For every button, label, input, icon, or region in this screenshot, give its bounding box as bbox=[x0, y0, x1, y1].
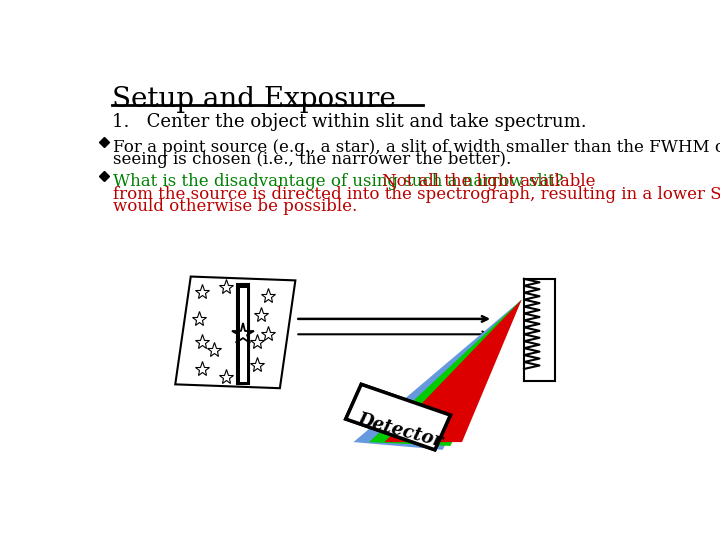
Polygon shape bbox=[238, 284, 249, 384]
Polygon shape bbox=[369, 300, 522, 446]
Text: For a point source (e.g., a star), a slit of width smaller than the FWHM of the: For a point source (e.g., a star), a sli… bbox=[113, 139, 720, 156]
Text: from the source is directed into the spectrograph, resulting in a lower S/N than: from the source is directed into the spe… bbox=[113, 186, 720, 202]
Polygon shape bbox=[384, 300, 522, 442]
Text: Detector: Detector bbox=[355, 410, 445, 450]
Text: 1.   Center the object within slit and take spectrum.: 1. Center the object within slit and tak… bbox=[112, 112, 586, 131]
Text: seeing is chosen (i.e., the narrower the better).: seeing is chosen (i.e., the narrower the… bbox=[113, 151, 511, 168]
Text: What is the disadvantage of using such a narrow slit?: What is the disadvantage of using such a… bbox=[113, 173, 575, 191]
Polygon shape bbox=[354, 300, 522, 450]
Polygon shape bbox=[175, 276, 295, 388]
Polygon shape bbox=[346, 384, 451, 450]
Polygon shape bbox=[240, 288, 246, 382]
Polygon shape bbox=[346, 384, 451, 450]
Text: would otherwise be possible.: would otherwise be possible. bbox=[113, 198, 358, 215]
Text: Not all the light available: Not all the light available bbox=[382, 173, 595, 191]
Text: Setup and Exposure: Setup and Exposure bbox=[112, 86, 395, 113]
